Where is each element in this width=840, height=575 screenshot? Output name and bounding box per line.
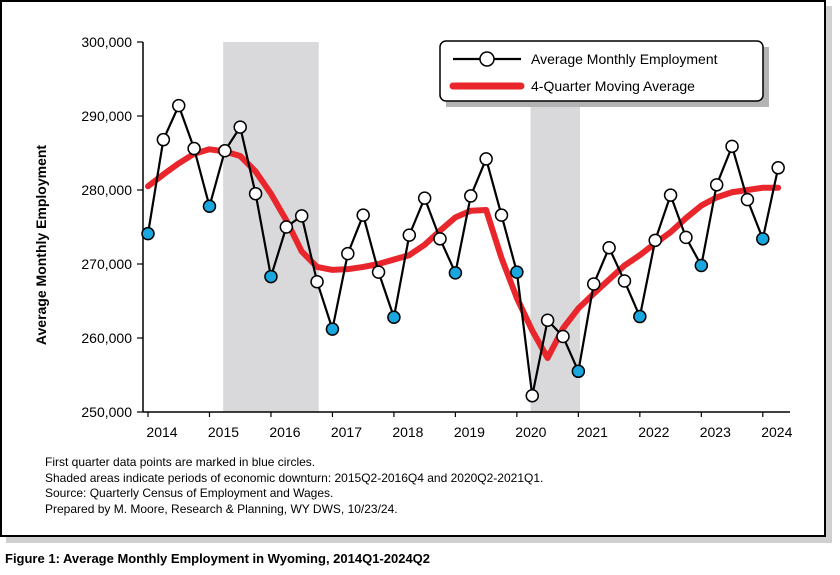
first-quarter-point xyxy=(448,266,463,280)
first-quarter-point xyxy=(510,265,524,279)
x-tick-label: 2018 xyxy=(392,424,423,440)
chart-notes: First quarter data points are marked in … xyxy=(45,455,543,517)
data-point xyxy=(663,188,678,202)
legend-employment-marker xyxy=(479,51,495,67)
data-point xyxy=(187,141,201,156)
figure-caption: Figure 1: Average Monthly Employment in … xyxy=(5,551,431,566)
legend-label-moving-average: 4-Quarter Moving Average xyxy=(531,78,695,94)
data-point xyxy=(433,232,447,246)
y-tick-label: 280,000 xyxy=(81,182,132,198)
y-tick-label: 250,000 xyxy=(81,404,132,420)
y-axis-label: Average Monthly Employment xyxy=(33,144,49,346)
first-quarter-point xyxy=(325,322,340,336)
x-tick-label: 2019 xyxy=(454,424,485,440)
data-point xyxy=(617,274,632,288)
data-point xyxy=(310,275,324,289)
x-tick-label: 2015 xyxy=(208,424,239,440)
note-line: Shaded areas indicate periods of economi… xyxy=(45,470,544,485)
downturn-shade xyxy=(223,42,319,412)
data-point xyxy=(556,329,570,344)
data-point xyxy=(648,233,662,248)
data-point xyxy=(371,265,386,279)
legend-label-employment: Average Monthly Employment xyxy=(531,51,718,67)
x-tick-label: 2024 xyxy=(761,424,792,440)
first-quarter-point xyxy=(141,226,155,241)
x-tick-label: 2021 xyxy=(577,424,608,440)
data-point xyxy=(525,388,539,403)
x-tick-label: 2020 xyxy=(515,424,546,440)
moving-average-line xyxy=(145,146,782,361)
data-point xyxy=(356,208,370,222)
first-quarter-point xyxy=(571,364,586,379)
data-point xyxy=(709,178,724,192)
x-tick-label: 2023 xyxy=(700,424,731,440)
note-line: Prepared by M. Moore, Research & Plannin… xyxy=(45,501,398,516)
employment-line xyxy=(146,102,780,396)
axes: 250,000 260,000 270,000 280,000 290,000 300,0… xyxy=(81,34,792,440)
data-point xyxy=(540,313,555,327)
data-point xyxy=(171,98,186,113)
y-tick-label: 300,000 xyxy=(81,34,132,50)
data-point xyxy=(294,209,309,223)
data-point xyxy=(417,191,432,205)
note-line: Source: Quarterly Census of Employment a… xyxy=(45,486,334,500)
data-point xyxy=(248,186,263,201)
y-tick-label: 260,000 xyxy=(81,330,132,346)
x-tick-label: 2016 xyxy=(269,424,300,440)
data-point xyxy=(279,220,294,234)
data-point xyxy=(479,152,493,166)
first-quarter-point xyxy=(694,258,709,273)
y-tick-label: 270,000 xyxy=(81,256,132,272)
data-point xyxy=(725,139,739,154)
data-point xyxy=(679,230,693,245)
data-point xyxy=(156,132,171,147)
data-point xyxy=(464,189,478,203)
x-tick-label: 2022 xyxy=(638,424,669,440)
x-tick-label: 2017 xyxy=(331,424,362,440)
first-quarter-point xyxy=(756,232,770,246)
y-tick-label: 290,000 xyxy=(81,108,132,124)
data-point xyxy=(402,228,417,242)
note-line: First quarter data points are marked in … xyxy=(45,455,316,469)
y-axis-label-container: Average Monthly Employment xyxy=(28,100,54,390)
legend: Average Monthly Employment 4-Quarter Movi… xyxy=(439,40,769,107)
data-point xyxy=(218,144,232,158)
data-point xyxy=(586,277,601,291)
first-quarter-point xyxy=(633,309,647,324)
first-quarter-point xyxy=(202,199,217,214)
first-quarter-point xyxy=(264,269,278,284)
first-quarter-point xyxy=(387,310,401,325)
x-tick-label: 2014 xyxy=(146,424,177,440)
data-point xyxy=(494,208,509,222)
data-point xyxy=(602,240,616,255)
data-point xyxy=(341,246,355,261)
data-point xyxy=(771,161,785,175)
series xyxy=(141,98,785,403)
data-point xyxy=(740,192,755,207)
data-point xyxy=(233,120,247,134)
